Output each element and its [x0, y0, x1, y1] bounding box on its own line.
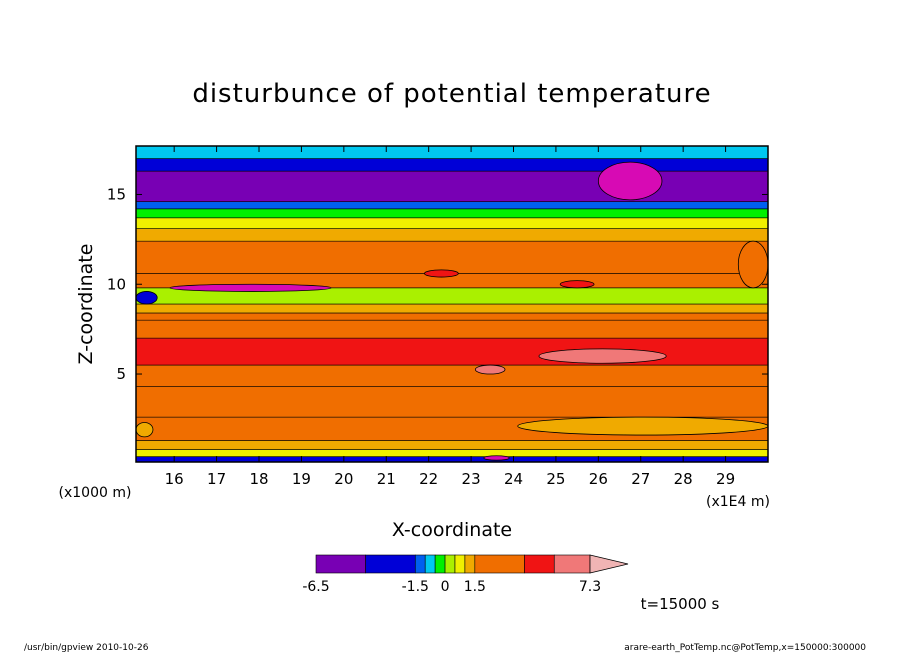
colorbar-box-1: [365, 554, 416, 574]
contour-band-17: [135, 170, 769, 202]
x-unit-left: (x1000 m): [59, 485, 132, 501]
x-tick-label-21: 21: [377, 470, 396, 488]
contour-band-12: [135, 240, 769, 274]
x-tick-label-22: 22: [419, 470, 438, 488]
y-axis-label: Z-coordinate: [75, 244, 97, 365]
x-tick-label-18: 18: [249, 470, 268, 488]
colorbar-tick-label-1: -1.5: [402, 579, 429, 595]
y-tick-label-15: 15: [107, 185, 126, 203]
colorbar-tick-label-0: -6.5: [302, 579, 329, 595]
contour-feature-0: [597, 161, 663, 201]
time-label: t=15000 s: [641, 595, 720, 613]
contour-feature-4: [135, 291, 158, 305]
colorbar-tick-label-3: 1.5: [464, 579, 486, 595]
colorbar-box-4: [434, 554, 446, 574]
x-tick-label-17: 17: [207, 470, 226, 488]
contour-band-1: [135, 449, 769, 457]
colorbar-tick-label-4: 7.3: [579, 579, 601, 595]
colorbar-tick-label-2: 0: [441, 579, 450, 595]
colorbar-ticks: -6.5 -1.5 0 1.5 7.3: [302, 579, 601, 595]
x-tick-label-19: 19: [292, 470, 311, 488]
contour-band-2: [135, 440, 769, 450]
contour-feature-1: [538, 348, 667, 364]
contour-feature-8: [737, 240, 769, 289]
contour-feature-10: [135, 422, 154, 438]
y-tick-label-5: 5: [116, 365, 126, 383]
x-tick-label-20: 20: [334, 470, 353, 488]
contour-feature-7: [483, 455, 510, 461]
contour-band-16: [135, 201, 769, 210]
contour-band-7: [135, 319, 769, 339]
x-tick-label-24: 24: [504, 470, 523, 488]
x-unit-right: (x1E4 m): [706, 494, 770, 510]
contour-band-15: [135, 208, 769, 219]
colorbar-box-5: [444, 554, 456, 574]
footer-right: arare-earth_PotTemp.nc@PotTemp,x=150000:…: [624, 643, 866, 653]
contour-band-5: [135, 364, 769, 387]
x-axis: 16 17 18 19 20 21 22 23 24 25 26 27 28 29: [165, 146, 735, 488]
y-tick-label-10: 10: [107, 275, 126, 293]
contour-band-9: [135, 303, 769, 314]
contour-feature-3: [169, 283, 332, 292]
colorbar-box-2: [414, 554, 426, 574]
x-tick-label-16: 16: [165, 470, 184, 488]
x-tick-label-26: 26: [589, 470, 608, 488]
contour-feature-2: [474, 364, 506, 375]
colorbar-box-8: [474, 554, 525, 574]
chart-title: disturbunce of potential temperature: [192, 79, 711, 109]
plot-frame: [135, 145, 769, 463]
colorbar-box-3: [424, 554, 436, 574]
contour-band-18: [135, 158, 769, 172]
contour-band-19: [135, 145, 769, 159]
colorbar-box-10: [553, 554, 591, 574]
plot-area: [135, 145, 769, 463]
x-axis-label: X-coordinate: [392, 519, 512, 541]
contour-band-14: [135, 217, 769, 229]
x-tick-label-27: 27: [631, 470, 650, 488]
colorbar-max-arrow: [589, 554, 629, 574]
x-tick-label-28: 28: [674, 470, 693, 488]
footer-left: /usr/bin/gpview 2010-10-26: [24, 643, 149, 653]
x-tick-label-29: 29: [716, 470, 735, 488]
contour-feature-9: [517, 416, 769, 436]
contour-band-8: [135, 312, 769, 321]
contour-band-6: [135, 337, 769, 366]
colorbar-box-0: [315, 554, 366, 574]
colorbar-box-6: [454, 554, 466, 574]
contour-feature-5: [424, 269, 459, 278]
y-axis: 5 10 15: [107, 185, 768, 383]
colorbar: [315, 554, 629, 574]
contour-band-0: [135, 456, 769, 463]
x-tick-label-23: 23: [462, 470, 481, 488]
contour-band-13: [135, 228, 769, 242]
colorbar-box-9: [524, 554, 555, 574]
contour-band-4: [135, 386, 769, 418]
x-tick-label-25: 25: [546, 470, 565, 488]
colorbar-box-7: [464, 554, 476, 574]
contour-feature-6: [559, 280, 595, 289]
